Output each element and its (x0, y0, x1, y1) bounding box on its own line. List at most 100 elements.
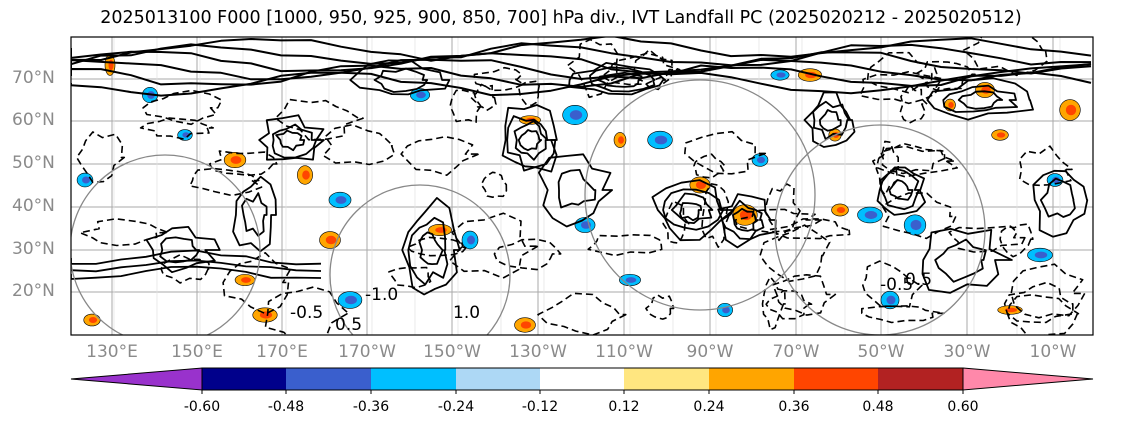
negative-contour (759, 224, 831, 283)
positive-shade-core (836, 206, 846, 214)
colorbar-bin (540, 368, 624, 390)
negative-shade-core (569, 110, 583, 120)
map-title: 2025013100 F000 [1000, 950, 925, 900, 85… (100, 8, 1022, 28)
negative-contour (470, 83, 497, 112)
negative-contour (493, 238, 562, 271)
longitude-label: 10°W (1029, 342, 1077, 362)
positive-contour (934, 238, 987, 283)
positive-contour (1039, 177, 1076, 218)
latitude-label: 40°N (12, 196, 55, 216)
colorbar-tick-label: -0.48 (267, 399, 305, 415)
contour-lines (71, 37, 1092, 335)
positive-shade-core (88, 317, 98, 323)
longitude-label: 130°E (86, 342, 138, 362)
negative-contour (772, 274, 837, 316)
positive-shade-core (1065, 104, 1077, 116)
positive-contour (506, 115, 557, 172)
latitude-label: 50°N (12, 153, 55, 173)
negative-contour (480, 171, 508, 198)
negative-contour (189, 167, 263, 197)
negative-contour (517, 80, 540, 107)
map-frame (70, 36, 1094, 336)
colorbar-bin (794, 368, 878, 390)
negative-shade-core (722, 306, 730, 314)
longitude-label: 150°E (171, 342, 223, 362)
negative-shade-core (1052, 176, 1060, 184)
landfall-circle (329, 184, 511, 335)
positive-contour (145, 226, 221, 274)
negative-contour (701, 183, 730, 248)
negative-contour (768, 218, 851, 240)
positive-shade-core (948, 102, 954, 108)
latitude-label: 20°N (12, 281, 55, 301)
negative-contour (693, 153, 726, 179)
longitude-label: 170°E (256, 342, 308, 362)
negative-contour (872, 145, 958, 178)
positive-contour (942, 84, 1018, 113)
landfall-circle (584, 79, 816, 311)
negative-contour (388, 266, 432, 289)
longitude-label: 130°W (509, 342, 567, 362)
negative-contour (881, 192, 957, 240)
landfall-circle (774, 124, 986, 335)
positive-contour (232, 175, 277, 253)
longitude-label: 110°W (595, 342, 653, 362)
positive-shade-core (241, 277, 251, 283)
landfall-circle (71, 154, 261, 335)
positive-contour (679, 202, 703, 222)
colorbar-tick-label: -0.36 (352, 399, 390, 415)
negative-contour (999, 223, 1034, 258)
longitude-label: 170°W (338, 342, 396, 362)
longitude-label: 50°W (857, 342, 905, 362)
positive-shade-core (520, 321, 532, 329)
positive-contour (876, 166, 926, 216)
positive-contour (401, 197, 461, 296)
negative-shade-core (757, 156, 765, 164)
positive-shade-core (618, 136, 624, 144)
positive-contour (275, 129, 306, 152)
positive-contour (1032, 169, 1089, 238)
contour-label: -1.0 (365, 285, 398, 305)
colorbar (70, 367, 1094, 394)
positive-contour (517, 129, 543, 152)
negative-contour (75, 131, 126, 184)
negative-contour (734, 208, 823, 233)
negative-contour (222, 252, 292, 315)
negative-shade-core (864, 211, 878, 219)
contour-label: 0.5 (905, 270, 932, 290)
colorbar-bin (286, 368, 371, 390)
jet-contour (71, 50, 1092, 75)
negative-shade-core (416, 91, 426, 99)
negative-contour (406, 236, 468, 257)
negative-contour (914, 60, 976, 92)
contour-label: 1.0 (453, 303, 480, 323)
negative-contour (448, 212, 539, 279)
colorbar-tick-label: 0.24 (693, 399, 725, 415)
colorbar-tick-label: 0.36 (778, 399, 810, 415)
negative-contour (208, 150, 278, 177)
positive-contour (373, 67, 429, 93)
negative-shade-core (625, 277, 637, 283)
negative-shade-core (345, 295, 357, 305)
jet-contour (71, 42, 1092, 67)
negative-contour (880, 142, 946, 175)
contour-label: 0.5 (335, 315, 362, 335)
negative-shade-core (654, 135, 668, 145)
colorbar-tick-label: 0.12 (608, 399, 640, 415)
positive-contour (717, 193, 777, 249)
contour-labels: -0.50.5-1.01.0-0.50.5 (290, 270, 932, 335)
positive-contour (819, 109, 842, 132)
positive-contour (803, 91, 856, 148)
colorbar-bin (371, 368, 456, 390)
negative-contour (322, 123, 396, 166)
landfall-circles (71, 79, 986, 335)
negative-contour (684, 130, 767, 175)
longitude-label: 150°W (423, 342, 481, 362)
colorbar-bin (456, 368, 540, 390)
positive-contour (720, 199, 765, 240)
negative-shade-core (910, 219, 922, 231)
longitude-label: 90°W (686, 342, 734, 362)
negative-contour (566, 38, 619, 99)
negative-shade-core (1034, 251, 1048, 259)
